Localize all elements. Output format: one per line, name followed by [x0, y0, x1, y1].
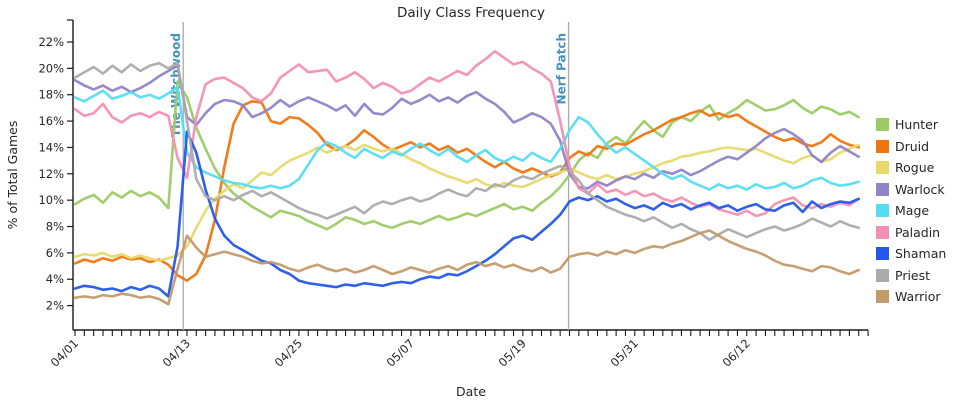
series-line-shaman	[73, 130, 861, 298]
legend-label: Shaman	[895, 246, 947, 262]
legend-label: Warrior	[895, 289, 941, 305]
legend-swatch-mage	[876, 204, 889, 218]
chart-title: Daily Class Frequency	[397, 5, 545, 21]
legend-label: Priest	[895, 267, 931, 283]
series-layer	[73, 49, 861, 306]
x-tick-label: 05/07	[384, 336, 417, 369]
series-line-priest	[73, 61, 861, 241]
series-line-paladin	[73, 49, 861, 218]
legend-label: Warlock	[895, 181, 945, 197]
legend-swatch-warrior	[876, 290, 889, 304]
y-tick-label: 22%	[38, 35, 64, 49]
legend-swatch-hunter	[876, 118, 889, 132]
legend-swatch-paladin	[876, 225, 889, 239]
legend-label: Hunter	[895, 117, 938, 133]
series-line-mage	[73, 85, 861, 191]
legend-item-shaman: Shaman	[876, 243, 946, 265]
x-tick-label: 04/13	[160, 336, 193, 369]
x-tick-label: 05/31	[608, 336, 641, 369]
x-tick-label: 04/01	[48, 336, 81, 369]
series-line-warrior	[73, 229, 861, 306]
legend-item-priest: Priest	[876, 265, 946, 287]
y-tick-label: 2%	[46, 299, 64, 313]
series-line-hunter	[73, 80, 861, 231]
y-tick-label: 4%	[46, 272, 64, 286]
legend-item-warlock: Warlock	[876, 179, 946, 201]
legend-item-warrior: Warrior	[876, 286, 946, 308]
legend-swatch-warlock	[876, 182, 889, 196]
legend-swatch-shaman	[876, 247, 889, 261]
legend-swatch-rogue	[876, 161, 889, 175]
legend-label: Rogue	[895, 160, 935, 176]
legend-label: Paladin	[895, 224, 941, 240]
legend-swatch-priest	[876, 268, 889, 282]
event-label-nerf-patch: Nerf Patch	[555, 33, 569, 104]
y-tick-label: 10%	[38, 193, 64, 207]
legend-item-rogue: Rogue	[876, 157, 946, 179]
y-tick-label: 18%	[38, 88, 64, 102]
legend-label: Druid	[895, 138, 930, 154]
legend-item-hunter: Hunter	[876, 114, 946, 136]
y-tick-label: 8%	[46, 220, 64, 234]
x-tick-label: 04/25	[272, 336, 305, 369]
legend-label: Mage	[895, 203, 930, 219]
legend: Hunter Druid Rogue Warlock Mage Paladin Shaman…	[876, 114, 946, 308]
series-line-rogue	[73, 143, 861, 263]
legend-swatch-druid	[876, 139, 889, 153]
x-tick-label: 05/19	[496, 336, 529, 369]
y-tick-label: 20%	[38, 61, 64, 75]
series-line-warlock	[73, 64, 861, 190]
y-tick-label: 12%	[38, 167, 64, 181]
legend-item-druid: Druid	[876, 136, 946, 158]
legend-item-mage: Mage	[876, 200, 946, 222]
x-axis-title: Date	[456, 384, 486, 399]
x-tick-label: 06/12	[720, 336, 753, 369]
legend-item-paladin: Paladin	[876, 222, 946, 244]
y-axis-title: % of Total Games	[5, 121, 20, 230]
y-tick-label: 6%	[46, 246, 64, 260]
y-tick-label: 14%	[38, 140, 64, 154]
series-line-druid	[73, 100, 861, 282]
y-tick-label: 16%	[38, 114, 64, 128]
